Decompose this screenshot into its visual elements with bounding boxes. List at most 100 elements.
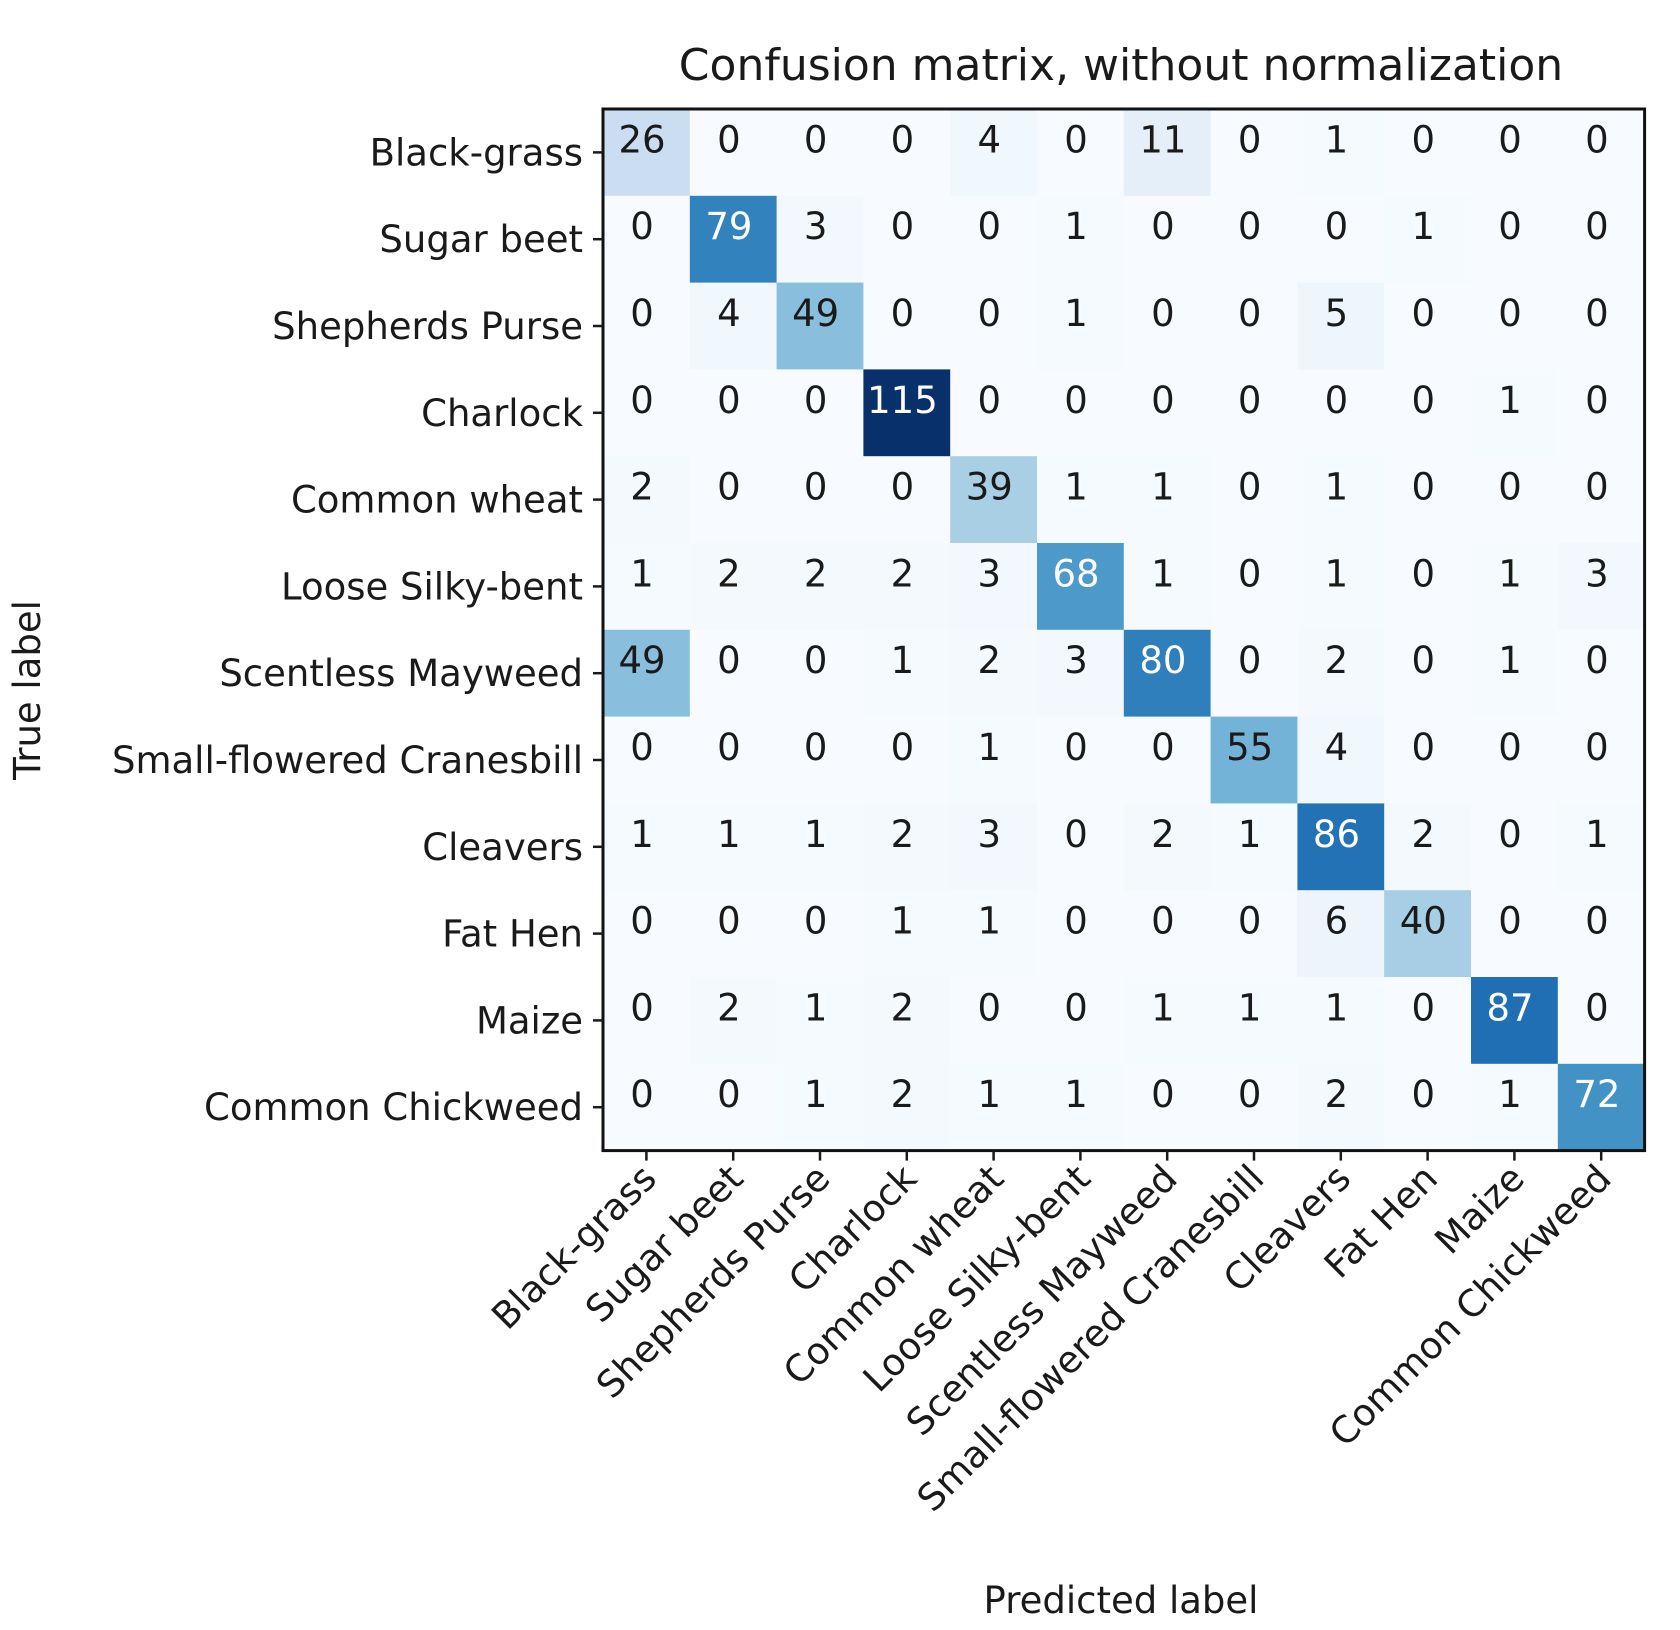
heatmap-cell [1037, 369, 1125, 457]
cell-value-label: 1 [1585, 813, 1609, 856]
heatmap-cell [950, 977, 1038, 1065]
heatmap-cell [1297, 282, 1385, 370]
heatmap-cell [1123, 282, 1212, 370]
heatmap-cell [950, 716, 1038, 804]
cell-value-label: 0 [630, 292, 654, 335]
cell-value-label: 1 [1411, 205, 1435, 248]
cell-value-label: 0 [1585, 292, 1609, 335]
cell-value-label: 0 [1151, 900, 1175, 943]
cell-value-label: 0 [1238, 900, 1262, 943]
cell-value-label: 0 [717, 118, 741, 161]
y-tick-label: Common wheat [291, 479, 583, 522]
heatmap-cell [1297, 456, 1385, 544]
cell-value-label: 0 [1151, 292, 1175, 335]
heatmap-cell [950, 803, 1038, 891]
heatmap-cell [603, 629, 691, 718]
cell-value-label: 1 [1498, 379, 1522, 422]
heatmap-cell [950, 109, 1038, 197]
cell-value-label: 1 [1325, 466, 1349, 509]
heatmap-cell [689, 369, 778, 457]
heatmap-cell [1297, 629, 1385, 718]
y-axis-label: True label [6, 600, 49, 781]
cell-value-label: 2 [804, 552, 828, 595]
heatmap-cell [1210, 890, 1298, 978]
heatmap-cell [1297, 369, 1385, 457]
cell-value-label: 0 [630, 986, 654, 1029]
heatmap-cell [1384, 195, 1472, 284]
cell-value-label: 0 [717, 1073, 741, 1116]
heatmap-cell [1210, 1063, 1298, 1152]
heatmap-cell [1557, 195, 1646, 284]
cell-value-label: 0 [1411, 466, 1435, 509]
heatmap-cell [1123, 716, 1212, 804]
heatmap-cell [603, 195, 691, 284]
heatmap-cell [1557, 1063, 1646, 1152]
cell-value-label: 0 [891, 118, 915, 161]
y-tick-label: Charlock [421, 392, 583, 435]
heatmap-cell [1471, 456, 1559, 544]
cell-value-label: 3 [977, 552, 1001, 595]
cell-value-label: 0 [1238, 379, 1262, 422]
cell-value-label: 0 [717, 900, 741, 943]
heatmap-cell [1123, 1063, 1212, 1152]
plot-frame [601, 107, 1647, 1153]
cell-value-label: 0 [1585, 986, 1609, 1029]
heatmap-cell [1037, 109, 1125, 197]
cell-value-label: 0 [1325, 205, 1349, 248]
cell-value-label: 3 [1585, 552, 1609, 595]
heatmap-cell [1123, 109, 1212, 197]
cell-value-label: 1 [717, 813, 741, 856]
cell-value-label: 0 [717, 639, 741, 682]
cell-value-label: 72 [1573, 1073, 1620, 1116]
heatmap-cell [1037, 456, 1125, 544]
heatmap-cell [689, 716, 778, 804]
cell-value-label: 0 [891, 205, 915, 248]
y-tick-label: Fat Hen [442, 913, 583, 956]
heatmap-cell [950, 456, 1038, 544]
heatmap-cell [1123, 195, 1212, 284]
cell-value-label: 79 [705, 205, 752, 248]
heatmap-cell [603, 716, 691, 804]
cell-value-label: 0 [717, 379, 741, 422]
cell-value-label: 0 [804, 900, 828, 943]
cell-value-label: 0 [1238, 552, 1262, 595]
heatmap-cell-labels: 26 0 0 0 4 0 11 0 1 0 0 00 79 3 0 0 1 0 0 0 1 0 00 4 49 0 0 1 0 0 5 0 0 0… [619, 118, 1621, 1116]
heatmap-cell [1471, 195, 1559, 284]
heatmap-cell [863, 195, 951, 284]
heatmap-cell [1037, 282, 1125, 370]
heatmap-cell [1557, 977, 1646, 1065]
heatmap-cell [1557, 803, 1646, 891]
cell-value-label: 2 [891, 552, 915, 595]
heatmap-cell [1037, 716, 1125, 804]
cell-value-label: 2 [1325, 639, 1349, 682]
cell-value-label: 0 [1411, 726, 1435, 769]
cell-value-label: 1 [1325, 986, 1349, 1029]
heatmap-cell [1037, 977, 1125, 1065]
heatmap-cell [863, 456, 951, 544]
cell-value-label: 0 [804, 466, 828, 509]
y-tick-label: Maize [476, 999, 583, 1042]
heatmap-cell [1037, 195, 1125, 284]
heatmap-cell [863, 109, 951, 197]
heatmap-cell [1557, 282, 1646, 370]
cell-value-label: 1 [1325, 118, 1349, 161]
cell-value-label: 0 [977, 986, 1001, 1029]
heatmap-cell [1557, 890, 1646, 978]
heatmap-cell [1471, 369, 1559, 457]
cell-value-label: 80 [1139, 639, 1186, 682]
cell-value-label: 0 [630, 726, 654, 769]
cell-value-label: 2 [717, 986, 741, 1029]
heatmap-cell [776, 369, 864, 457]
heatmap-cell [776, 109, 864, 197]
heatmap-cell [1471, 282, 1559, 370]
cell-value-label: 11 [1139, 118, 1186, 161]
heatmap-cell [950, 890, 1038, 978]
cell-value-label: 49 [792, 292, 839, 335]
heatmap-cell [1210, 456, 1298, 544]
y-tick-label: Cleavers [422, 826, 583, 869]
cell-value-label: 2 [1411, 813, 1435, 856]
heatmap-cell [1384, 629, 1472, 718]
y-tick-label: Black-grass [370, 131, 583, 174]
heatmap-cell [1210, 803, 1298, 891]
